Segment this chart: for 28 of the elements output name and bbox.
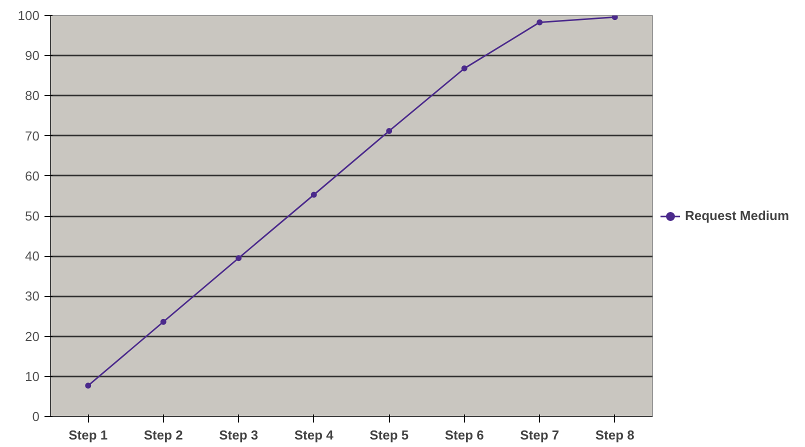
point	[85, 382, 92, 389]
y-tick-label: 0	[32, 409, 40, 424]
x-tick-label: Step 4	[294, 428, 334, 442]
point	[160, 318, 166, 325]
y-tick-label: 50	[25, 208, 40, 224]
y-tick-label: 100	[18, 8, 40, 23]
point	[386, 128, 392, 134]
x-tick-label: Step 6	[444, 428, 484, 442]
y-tick-label: 20	[25, 328, 40, 344]
x-tick-label: Step 5	[370, 428, 409, 442]
x-tick-label: Step 7	[520, 428, 560, 442]
y-tick-label: 80	[25, 88, 40, 104]
y-tick-label: 40	[25, 248, 40, 264]
y-tick-label: 70	[25, 128, 40, 144]
point	[612, 16, 618, 20]
x-tick-label: Step 1	[68, 428, 108, 442]
point	[461, 65, 468, 72]
point	[536, 19, 543, 26]
y-tick-label: 10	[25, 368, 40, 384]
point	[310, 192, 317, 198]
y-tick-label: 90	[25, 48, 40, 64]
point	[236, 255, 242, 262]
y-tick-label: 60	[25, 168, 40, 184]
y-tick-label: 30	[25, 288, 40, 304]
legend-label: Request Medium	[685, 208, 790, 223]
x-tick-label: Step 2	[144, 428, 183, 442]
x-tick-label: Step 3	[219, 428, 258, 442]
x-tick-label: Step 8	[595, 428, 634, 442]
